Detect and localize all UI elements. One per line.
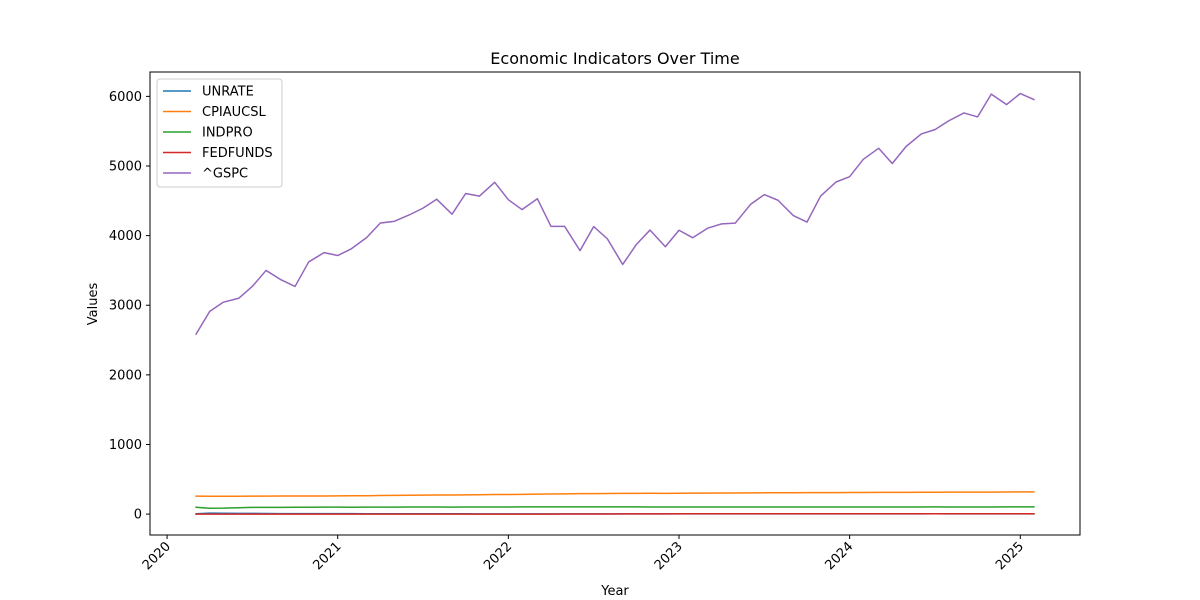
y-tick-label: 4000 [109, 229, 142, 244]
y-tick-label: 5000 [109, 159, 142, 174]
y-axis: 0 1000 2000 3000 4000 5000 6000 [109, 90, 150, 523]
y-axis-label: Values [86, 283, 101, 326]
legend: UNRATE CPIAUCSL INDPRO FEDFUNDS ^GSPC [156, 78, 283, 188]
chart-title: Economic Indicators Over Time [490, 49, 739, 68]
legend-entry-label: FEDFUNDS [202, 146, 273, 161]
legend-box [156, 78, 283, 188]
series-line-cpiaucsl [195, 491, 1035, 498]
legend-entry-label: UNRATE [202, 85, 254, 100]
y-tick-label: 0 [134, 508, 142, 523]
series-line-indpro [195, 506, 1035, 509]
y-tick-label: 6000 [109, 90, 142, 105]
plot-frame [149, 71, 1081, 536]
series-line-gspc [195, 92, 1035, 336]
y-tick-label: 1000 [109, 438, 142, 453]
x-axis-label: Year [600, 584, 629, 599]
legend-entry-label: CPIAUCSL [202, 105, 266, 120]
legend-entry-label: INDPRO [202, 126, 253, 141]
y-tick-label: 2000 [109, 368, 142, 383]
series-layer [195, 92, 1035, 515]
y-tick-label: 3000 [109, 299, 142, 314]
legend-entry-label: ^GSPC [202, 167, 248, 182]
